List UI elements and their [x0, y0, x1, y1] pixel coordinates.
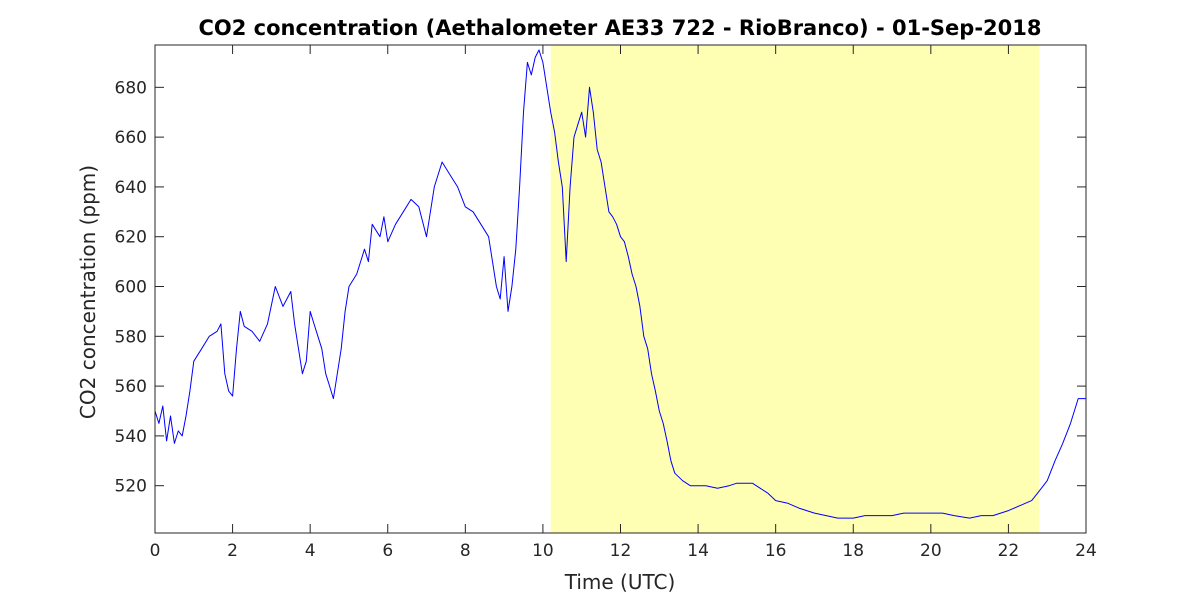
x-tick-label: 8: [460, 541, 471, 561]
y-tick-label: 680: [115, 78, 147, 98]
x-tick-label: 20: [920, 541, 942, 561]
x-tick-label: 2: [227, 541, 238, 561]
y-tick-label: 520: [115, 477, 147, 497]
y-tick-label: 620: [115, 228, 147, 248]
y-tick-label: 640: [115, 178, 147, 198]
y-tick-label: 560: [115, 377, 147, 397]
y-tick-label: 660: [115, 128, 147, 148]
x-tick-label: 14: [687, 541, 709, 561]
x-tick-label: 10: [532, 541, 554, 561]
x-tick-label: 6: [382, 541, 393, 561]
daylight-shaded-region: [550, 45, 1040, 533]
y-tick-label: 580: [115, 327, 147, 347]
x-axis-label: Time (UTC): [564, 570, 676, 594]
x-tick-label: 0: [150, 541, 161, 561]
co2-series-line: [154, 49, 1086, 519]
x-tick-label: 18: [842, 541, 864, 561]
y-tick-label: 600: [115, 278, 147, 298]
y-tick-label: 540: [115, 427, 147, 447]
chart-title: CO2 concentration (Aethalometer AE33 722…: [199, 16, 1042, 40]
axes: 0 2 4 6 8 10 12 14 16 18 20 22 245205405605806006206…: [115, 44, 1097, 561]
plot-area: [154, 45, 1086, 533]
x-tick-label: 16: [765, 541, 787, 561]
y-axis-label: CO2 concentration (ppm): [76, 165, 100, 419]
x-tick-label: 24: [1075, 541, 1097, 561]
x-tick-label: 4: [305, 541, 316, 561]
x-tick-label: 22: [998, 541, 1020, 561]
x-tick-label: 12: [610, 541, 632, 561]
